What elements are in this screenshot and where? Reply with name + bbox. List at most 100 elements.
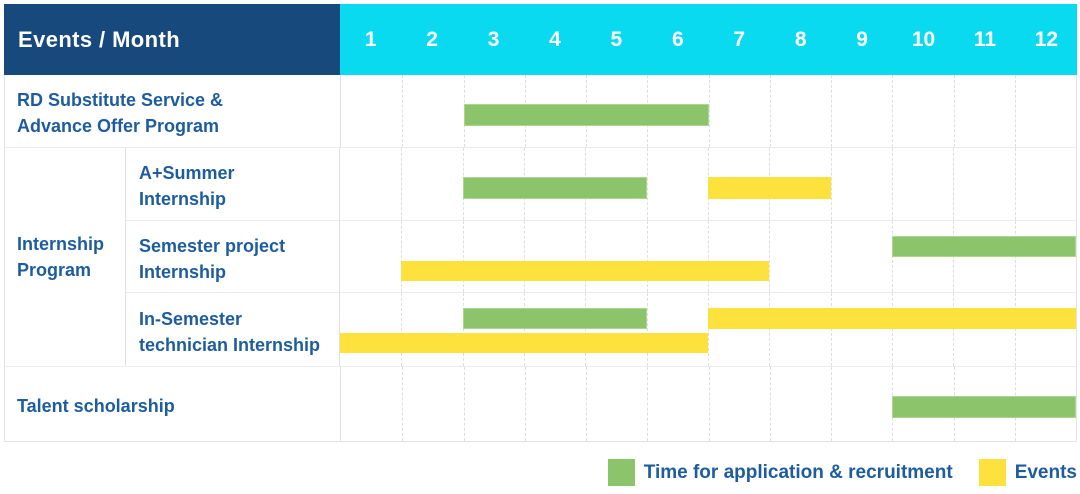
month-gridline	[647, 367, 649, 441]
event-bar	[340, 333, 708, 354]
legend-label-events: Events	[1014, 461, 1077, 483]
application-bar	[892, 396, 1076, 418]
month-gridline	[646, 220, 648, 293]
month-header-strip: 1 2 3 4 5 6 7 8 9 10 11 12	[340, 4, 1077, 75]
month-gridline	[953, 75, 955, 147]
application-bar	[462, 308, 647, 330]
month-gridline	[402, 367, 404, 441]
month-gridline	[708, 75, 710, 147]
row-label-rd-substitute: RD Substitute Service & Advance Offer Pr…	[5, 75, 340, 147]
table-body: RD Substitute Service & Advance Offer Pr…	[4, 75, 1077, 442]
month-gridline	[892, 293, 893, 366]
application-bar	[892, 235, 1076, 257]
month-gridline	[401, 148, 403, 220]
group-label-internship-program: Internship Program	[5, 148, 126, 366]
month-gridline	[463, 367, 465, 441]
month-gridline	[586, 367, 587, 441]
month-header: 10	[911, 27, 936, 51]
row-label-talent-scholarship: Talent scholarship	[5, 367, 340, 441]
row-label-semester-project: Semester project Internship	[126, 221, 339, 293]
chart-row-rd-substitute	[340, 75, 1076, 147]
legend-item-application: Time for application & recruitment	[607, 459, 953, 486]
month-gridline	[708, 220, 709, 293]
month-header: 11	[973, 27, 997, 51]
table-row: A+Summer Internship	[126, 148, 1076, 221]
internship-sub-rows: A+Summer Internship Semester project Int…	[126, 148, 1076, 366]
month-gridline	[953, 293, 955, 366]
month-header: 6	[671, 27, 684, 51]
legend-swatch-application	[607, 459, 635, 486]
month-gridline	[524, 367, 526, 441]
month-header: 1	[364, 27, 377, 51]
table-row: Semester project Internship	[126, 220, 1076, 294]
row-label-line: Semester project	[139, 235, 286, 256]
group-label-line: Internship	[17, 234, 105, 254]
month-header: 4	[549, 27, 561, 51]
row-label-in-semester-technician: In-Semester technician Internship	[126, 293, 339, 366]
chart-row-semester-project	[339, 220, 1076, 293]
month-gridline	[830, 148, 832, 220]
month-gridline	[769, 293, 771, 366]
month-header: 9	[856, 27, 868, 51]
event-bar	[708, 177, 831, 199]
month-gridline	[462, 293, 464, 366]
month-gridline	[401, 293, 403, 366]
month-gridline	[830, 293, 832, 366]
event-bar	[401, 260, 770, 281]
month-header: 7	[733, 27, 746, 51]
table-row: In-Semester technician Internship	[126, 293, 1076, 366]
table-row: RD Substitute Service & Advance Offer Pr…	[5, 75, 1076, 148]
legend: Time for application & recruitment Event…	[607, 459, 1077, 486]
event-bar	[708, 308, 1076, 330]
month-header: 2	[426, 27, 438, 51]
row-label-line: RD Substitute Service &	[17, 90, 224, 110]
application-bar	[463, 104, 709, 126]
chart-row-a-plus-summer	[339, 148, 1076, 220]
table-header-row: Events / Month 1 2 3 4 5 6 7 8 9 10 11 1…	[4, 4, 1077, 75]
month-gridline	[1014, 148, 1016, 220]
legend-swatch-event	[978, 459, 1006, 486]
table-title: Events / Month	[18, 26, 181, 52]
row-label-line: Advance Offer Program	[17, 116, 220, 136]
month-gridline	[831, 75, 832, 147]
month-header: 12	[1034, 27, 1059, 51]
chart-row-in-semester-technician	[339, 293, 1076, 366]
month-gridline	[769, 367, 771, 441]
row-label-line: Talent scholarship	[17, 396, 175, 416]
month-gridline	[892, 148, 893, 220]
month-gridline	[585, 293, 587, 366]
month-gridline	[769, 220, 771, 293]
events-month-header-cell: Events / Month	[4, 4, 340, 75]
month-gridline	[524, 293, 525, 366]
row-label-line: In-Semester	[139, 308, 243, 329]
application-bar	[462, 177, 647, 199]
month-gridline	[585, 220, 587, 293]
internship-program-group: Internship Program A+Summer Internship S…	[5, 148, 1076, 367]
month-gridline	[830, 220, 832, 293]
table-row: Talent scholarship	[5, 367, 1076, 441]
group-label-line: Program	[17, 260, 92, 280]
row-label-line: Internship	[139, 261, 227, 282]
month-gridline	[708, 367, 710, 441]
month-gridline	[524, 220, 525, 293]
month-gridline	[1014, 75, 1016, 147]
month-header: 8	[794, 27, 807, 51]
month-gridline	[646, 293, 648, 366]
row-label-line: Internship	[139, 188, 227, 209]
month-gridline	[708, 293, 709, 366]
month-gridline	[892, 75, 894, 147]
legend-item-events: Events	[978, 459, 1077, 486]
chart-row-talent-scholarship	[340, 367, 1076, 441]
month-gridline	[646, 148, 648, 220]
month-header: 5	[610, 27, 623, 51]
schedule-table: Events / Month 1 2 3 4 5 6 7 8 9 10 11 1…	[4, 4, 1077, 442]
row-label-line: technician Internship	[139, 334, 321, 355]
month-header: 3	[487, 27, 500, 51]
month-gridline	[1014, 293, 1016, 366]
month-gridline	[831, 367, 832, 441]
month-gridline	[953, 148, 955, 220]
row-label-line: A+Summer	[139, 162, 235, 183]
legend-label-application: Time for application & recruitment	[643, 461, 953, 483]
row-label-a-plus-summer: A+Summer Internship	[126, 148, 339, 220]
